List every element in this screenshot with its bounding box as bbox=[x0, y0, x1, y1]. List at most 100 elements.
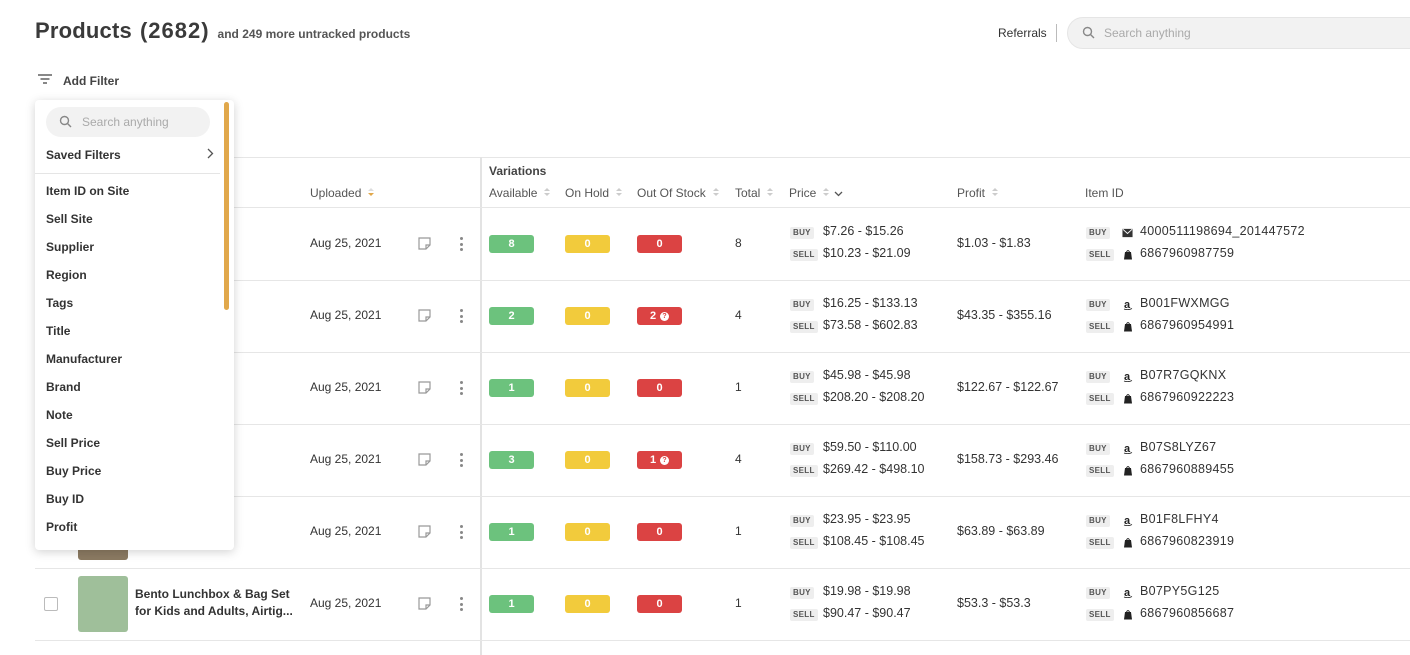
out-of-stock-badge[interactable]: 0 bbox=[637, 379, 682, 397]
note-icon[interactable] bbox=[418, 453, 431, 471]
filter-option[interactable]: Profit bbox=[46, 520, 78, 534]
add-filter-button[interactable]: Add Filter bbox=[38, 72, 119, 90]
global-search-input[interactable] bbox=[1104, 18, 1404, 48]
buy-price: $23.95 - $23.95 bbox=[823, 512, 911, 526]
col-out-of-stock[interactable]: Out Of Stock bbox=[637, 186, 720, 200]
sell-id[interactable]: 6867960922223 bbox=[1140, 390, 1235, 404]
buy-id[interactable]: B07S8LYZ67 bbox=[1140, 440, 1217, 454]
note-icon[interactable] bbox=[418, 597, 431, 615]
global-search[interactable] bbox=[1067, 17, 1410, 49]
on-hold-badge[interactable]: 0 bbox=[565, 523, 610, 541]
sell-price: $108.45 - $108.45 bbox=[823, 534, 925, 548]
more-options-icon[interactable] bbox=[460, 237, 464, 254]
on-hold-badge[interactable]: 0 bbox=[565, 595, 610, 613]
col-price[interactable]: Price bbox=[789, 186, 843, 200]
saved-filters-item[interactable]: Saved Filters bbox=[46, 146, 214, 164]
available-count: 1 bbox=[508, 382, 515, 394]
on-hold-count: 0 bbox=[584, 310, 591, 322]
buy-tag: BUY bbox=[1086, 515, 1110, 527]
on-hold-count: 0 bbox=[584, 238, 591, 250]
col-on-hold[interactable]: On Hold bbox=[565, 186, 623, 200]
filter-option[interactable]: Title bbox=[46, 324, 71, 338]
buy-tag: BUY bbox=[790, 515, 814, 527]
product-title[interactable]: Bento Lunchbox & Bag Set for Kids and Adu… bbox=[135, 586, 295, 620]
untracked-note[interactable]: and 249 more untracked products bbox=[217, 27, 411, 41]
more-options-icon[interactable] bbox=[460, 453, 464, 470]
sell-id[interactable]: 6867960889455 bbox=[1140, 462, 1235, 476]
note-icon[interactable] bbox=[418, 309, 431, 327]
filter-option[interactable]: Buy ID bbox=[46, 492, 85, 506]
more-options-icon[interactable] bbox=[460, 381, 464, 398]
sell-tag: SELL bbox=[790, 249, 818, 261]
uploaded-date: Aug 25, 2021 bbox=[310, 308, 382, 322]
saved-filters-label: Saved Filters bbox=[46, 148, 121, 162]
buy-id[interactable]: 4000511198694_201447572 bbox=[1140, 224, 1305, 238]
filter-search-input[interactable] bbox=[82, 107, 206, 137]
note-icon[interactable] bbox=[418, 381, 431, 399]
available-badge[interactable]: 8 bbox=[489, 235, 534, 253]
chevron-down-icon[interactable] bbox=[834, 186, 843, 200]
buy-tag: BUY bbox=[790, 227, 814, 239]
sell-id[interactable]: 6867960987759 bbox=[1140, 246, 1235, 260]
buy-price: $7.26 - $15.26 bbox=[823, 224, 904, 238]
total-count: 4 bbox=[735, 452, 742, 466]
divider bbox=[35, 157, 1410, 158]
col-item-id[interactable]: Item ID bbox=[1085, 186, 1124, 200]
buy-id[interactable]: B07PY5G125 bbox=[1140, 584, 1220, 598]
filter-option[interactable]: Sell Site bbox=[46, 212, 93, 226]
referrals-link[interactable]: Referrals bbox=[998, 26, 1047, 40]
filter-option[interactable]: Sell Price bbox=[46, 436, 101, 450]
on-hold-badge[interactable]: 0 bbox=[565, 235, 610, 253]
filter-option[interactable]: Supplier bbox=[46, 240, 95, 254]
shopify-icon bbox=[1122, 537, 1133, 548]
sell-id[interactable]: 6867960823919 bbox=[1140, 534, 1235, 548]
filter-option[interactable]: Tags bbox=[46, 296, 74, 310]
filter-option[interactable]: Brand bbox=[46, 380, 81, 394]
more-options-icon[interactable] bbox=[460, 525, 464, 542]
col-uploaded[interactable]: Uploaded bbox=[310, 186, 375, 200]
col-available[interactable]: Available bbox=[489, 186, 551, 200]
note-icon[interactable] bbox=[418, 237, 431, 255]
sell-id[interactable]: 6867960954991 bbox=[1140, 318, 1235, 332]
buy-price: $45.98 - $45.98 bbox=[823, 368, 911, 382]
col-total[interactable]: Total bbox=[735, 186, 774, 200]
scrollbar[interactable] bbox=[224, 102, 229, 310]
filter-option[interactable]: Buy Price bbox=[46, 464, 102, 478]
filter-dropdown: Saved Filters Item ID on Site Sell Site Su… bbox=[35, 100, 234, 550]
product-thumbnail[interactable] bbox=[78, 576, 128, 632]
available-badge[interactable]: 1 bbox=[489, 523, 534, 541]
available-badge[interactable]: 2 bbox=[489, 307, 534, 325]
divider bbox=[35, 640, 1410, 641]
available-badge[interactable]: 1 bbox=[489, 595, 534, 613]
more-options-icon[interactable] bbox=[460, 309, 464, 326]
note-icon[interactable] bbox=[418, 525, 431, 543]
out-of-stock-badge[interactable]: 0 bbox=[637, 235, 682, 253]
filter-option[interactable]: Manufacturer bbox=[46, 352, 123, 366]
shopify-icon bbox=[1122, 465, 1133, 476]
out-of-stock-badge[interactable]: 0 bbox=[637, 595, 682, 613]
available-badge[interactable]: 3 bbox=[489, 451, 534, 469]
buy-id[interactable]: B07R7GQKNX bbox=[1140, 368, 1227, 382]
buy-tag: BUY bbox=[1086, 443, 1110, 455]
filter-option[interactable]: Item ID on Site bbox=[46, 184, 130, 198]
total-count: 8 bbox=[735, 236, 742, 250]
sell-id[interactable]: 6867960856687 bbox=[1140, 606, 1235, 620]
out-of-stock-badge[interactable]: 1? bbox=[637, 451, 682, 469]
divider bbox=[35, 173, 220, 174]
profit-range: $122.67 - $122.67 bbox=[957, 380, 1059, 394]
more-options-icon[interactable] bbox=[460, 597, 464, 614]
on-hold-badge[interactable]: 0 bbox=[565, 451, 610, 469]
filter-search[interactable] bbox=[46, 107, 210, 137]
on-hold-badge[interactable]: 0 bbox=[565, 307, 610, 325]
on-hold-badge[interactable]: 0 bbox=[565, 379, 610, 397]
available-badge[interactable]: 1 bbox=[489, 379, 534, 397]
out-of-stock-badge[interactable]: 0 bbox=[637, 523, 682, 541]
filter-option[interactable]: Note bbox=[46, 408, 73, 422]
buy-id[interactable]: B001FWXMGG bbox=[1140, 296, 1230, 310]
buy-id[interactable]: B01F8LFHY4 bbox=[1140, 512, 1219, 526]
amazon-icon: a bbox=[1122, 587, 1133, 598]
row-checkbox[interactable] bbox=[44, 597, 58, 611]
out-of-stock-badge[interactable]: 2? bbox=[637, 307, 682, 325]
col-profit[interactable]: Profit bbox=[957, 186, 999, 200]
filter-option[interactable]: Region bbox=[46, 268, 87, 282]
